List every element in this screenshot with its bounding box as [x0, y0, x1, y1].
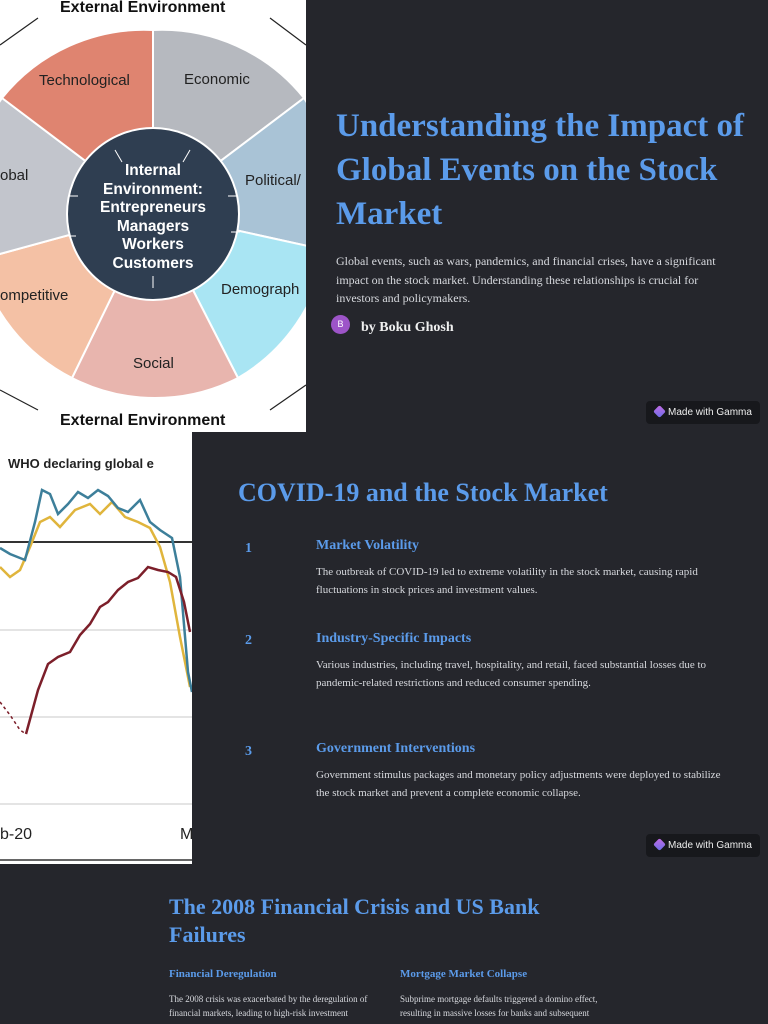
- segment-demographic: Demograph: [221, 281, 300, 298]
- core-line: Customers: [112, 254, 194, 272]
- column-title: Financial Deregulation: [169, 968, 277, 980]
- wheel-top-title: External Environment: [60, 0, 226, 16]
- wheel-bottom-title: External Environment: [60, 412, 226, 429]
- slide-title: External Environment Tech: [0, 0, 768, 432]
- gamma-icon: [653, 838, 666, 851]
- column-title: Mortgage Market Collapse: [400, 968, 528, 980]
- slide-title-heading: Understanding the Impact of Global Event…: [336, 108, 744, 232]
- badge-label: Made with Gamma: [668, 840, 752, 851]
- segment-competitive: ompetitive: [0, 287, 69, 304]
- column-text: The 2008 crisis was exacerbated by the d…: [169, 994, 368, 1018]
- segment-economic: Economic: [184, 71, 250, 88]
- segment-political: Political/: [245, 172, 301, 189]
- point-title: Government Interventions: [316, 741, 476, 756]
- segment-global: obal: [0, 167, 29, 184]
- core-line: Workers: [122, 236, 184, 253]
- made-with-gamma-badge[interactable]: Made with Gamma: [646, 401, 760, 424]
- point-number: 2: [245, 633, 252, 648]
- crisis-slide-title: The 2008 Financial Crisis and US Bank Fa…: [169, 894, 540, 947]
- point-number: 3: [245, 744, 252, 759]
- author-name: by Boku Ghosh: [361, 320, 454, 335]
- segment-social: Social: [133, 355, 174, 372]
- point-text: Government stimulus packages and monetar…: [316, 769, 721, 799]
- core-line: Environment:: [103, 180, 203, 198]
- point-text: Various industries, including travel, ho…: [316, 659, 707, 689]
- point-title: Industry-Specific Impacts: [316, 631, 472, 646]
- core-line: Managers: [116, 217, 190, 235]
- made-with-gamma-badge[interactable]: Made with Gamma: [646, 834, 760, 857]
- covid-market-chart-image: WHO declaring global e b-20 M: [0, 432, 192, 864]
- environment-wheel-image: External Environment Tech: [0, 0, 306, 432]
- column-text: Subprime mortgage defaults triggered a d…: [400, 994, 598, 1018]
- badge-label: Made with Gamma: [668, 407, 752, 418]
- segment-technological: Technological: [39, 72, 130, 89]
- wheel-core-text: Internal Environment: Entrepreneurs Mana…: [68, 162, 238, 273]
- gamma-icon: [653, 405, 666, 418]
- point-number: 1: [245, 541, 252, 556]
- author-avatar: B: [331, 315, 350, 334]
- slide-description: Global events, such as wars, pandemics, …: [336, 254, 716, 305]
- core-line: Internal: [125, 162, 181, 179]
- covid-slide-title: COVID-19 and the Stock Market: [238, 478, 608, 507]
- chart-header: WHO declaring global e: [8, 456, 154, 471]
- chart-x-label: b-20: [0, 826, 33, 843]
- point-title: Market Volatility: [316, 538, 420, 553]
- wheel-graphic: [0, 17, 306, 411]
- chart-graphic: [0, 488, 192, 861]
- point-text: The outbreak of COVID-19 led to extreme …: [316, 566, 698, 596]
- core-line: Entrepreneurs: [100, 199, 206, 216]
- chart-x-label: M: [180, 826, 192, 843]
